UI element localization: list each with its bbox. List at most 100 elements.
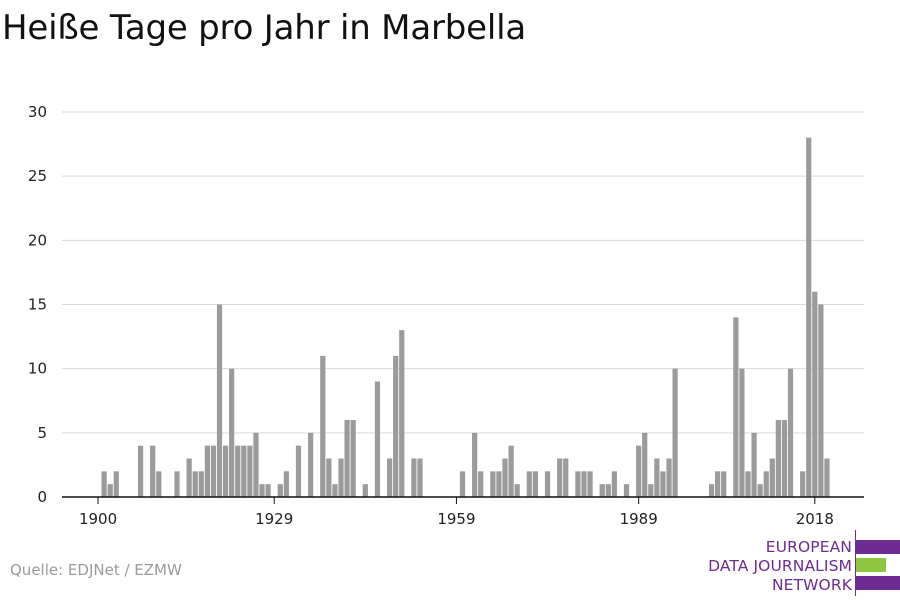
bar (581, 471, 587, 497)
bar (101, 471, 107, 497)
bar (769, 458, 775, 497)
bar (344, 420, 350, 497)
bar (824, 458, 830, 497)
gridlines (62, 111, 864, 434)
bar (107, 484, 113, 497)
bar (654, 458, 660, 497)
bar (150, 445, 156, 497)
bar (204, 445, 210, 497)
bar (490, 471, 496, 497)
bar (751, 432, 757, 497)
bar (745, 471, 751, 497)
logo-bar-green (856, 558, 886, 572)
logo-line-1: EUROPEAN (765, 538, 852, 556)
bar (502, 458, 508, 497)
bar (544, 471, 551, 497)
bar (350, 420, 356, 497)
bar (265, 484, 271, 497)
bar (666, 458, 672, 497)
bar (374, 381, 381, 497)
logo-bar-purple-bottom (856, 576, 900, 590)
y-tick-label: 15 (28, 296, 47, 314)
bar (283, 471, 289, 497)
bar (186, 458, 192, 497)
bar (739, 368, 745, 497)
logo-line-3: NETWORK (771, 576, 852, 594)
bar (137, 445, 144, 497)
x-tick-label: 1989 (620, 510, 658, 528)
bar (277, 484, 283, 497)
bar (192, 471, 198, 497)
y-tick-label: 20 (28, 231, 47, 249)
bar (532, 471, 538, 497)
bar (636, 445, 642, 497)
bar (623, 484, 630, 497)
bar (514, 484, 520, 497)
bar (411, 458, 417, 497)
bar (587, 471, 593, 497)
x-tick-label: 2018 (796, 510, 834, 528)
bar (508, 445, 514, 497)
bar (818, 304, 824, 497)
bar (763, 471, 769, 497)
bar (775, 420, 781, 497)
bar (253, 432, 259, 497)
bar (259, 484, 265, 497)
bar (708, 484, 715, 497)
bar (721, 471, 727, 497)
bar (563, 458, 569, 497)
bar (362, 484, 368, 497)
y-tick-label: 25 (28, 167, 47, 185)
bar (557, 458, 563, 497)
x-tick-label: 1959 (437, 510, 475, 528)
bar (715, 471, 721, 497)
bar (733, 317, 739, 497)
bar (241, 445, 247, 497)
bar (787, 368, 794, 497)
bar (229, 368, 235, 497)
bar (338, 458, 344, 497)
bar (781, 420, 788, 497)
bar (672, 368, 678, 497)
bar (757, 484, 763, 497)
bar (235, 445, 241, 497)
chart-title: Heiße Tage pro Jahr in Marbella (2, 8, 526, 48)
bar (812, 291, 818, 497)
bar (800, 471, 806, 497)
bar (399, 330, 405, 497)
bar (387, 458, 393, 497)
bar (575, 471, 581, 497)
bar (417, 458, 423, 497)
bar (478, 471, 484, 497)
bar (642, 432, 648, 497)
edjnet-logo: EUROPEAN DATA JOURNALISM NETWORK (700, 530, 900, 596)
bar (599, 484, 605, 497)
bar (247, 445, 253, 497)
bar (326, 458, 332, 497)
bar (113, 471, 119, 497)
bar (210, 445, 217, 497)
bar (660, 471, 666, 497)
y-tick-label: 0 (37, 488, 47, 506)
bar (295, 445, 302, 497)
x-axis: 1900 1929 1959 1989 2018 (62, 496, 864, 528)
bar (472, 432, 478, 497)
y-tick-label: 30 (28, 103, 47, 121)
bar (605, 484, 611, 497)
bar (332, 484, 338, 497)
bar (222, 445, 229, 497)
bar (216, 304, 223, 497)
bar-chart: 0 5 10 15 20 25 30 1900 1929 1959 1989 2018 (28, 103, 864, 528)
y-tick-label: 5 (37, 424, 47, 442)
bar (198, 471, 204, 497)
bar (393, 355, 399, 497)
bar (174, 471, 180, 497)
bar (648, 484, 654, 497)
x-tick-label: 1900 (79, 510, 117, 528)
bar (611, 471, 617, 497)
bar (308, 432, 314, 497)
bar (156, 471, 162, 497)
source-note: Quelle: EDJNet / EZMW (10, 561, 182, 579)
bar (496, 471, 502, 497)
bar (526, 471, 532, 497)
